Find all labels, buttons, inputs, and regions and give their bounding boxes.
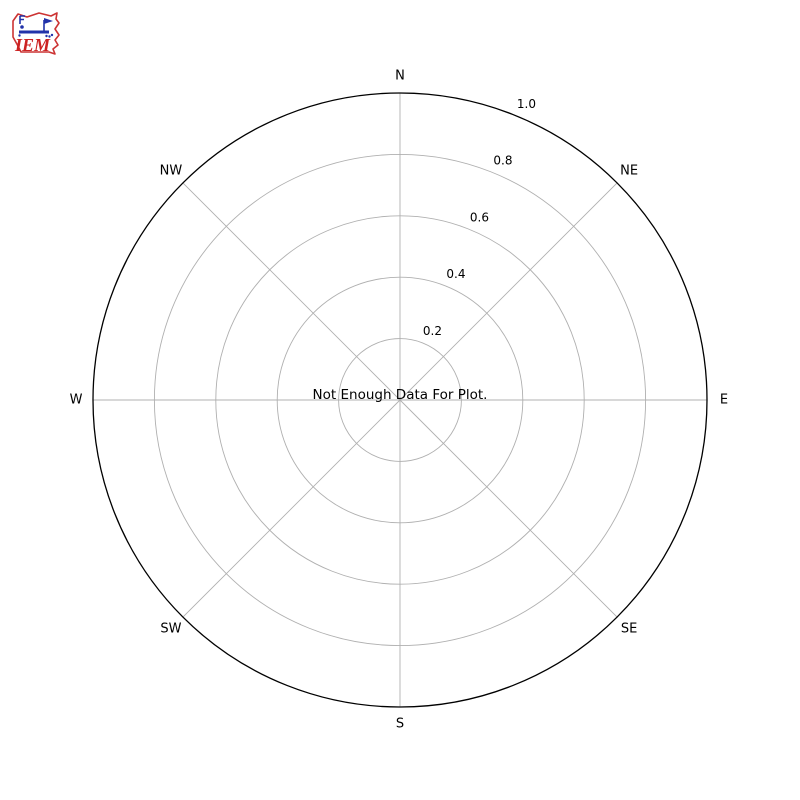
iem-logo: IEM xyxy=(12,12,60,55)
logo-text: IEM xyxy=(14,35,51,55)
direction-label-nw: NW xyxy=(160,163,183,178)
spoke-ne xyxy=(399,182,618,401)
grid-circle xyxy=(338,338,462,462)
grid-circle xyxy=(215,215,585,585)
weather-instrument-icon xyxy=(18,15,54,38)
direction-label-s: S xyxy=(396,717,404,732)
direction-label-n: N xyxy=(395,69,405,84)
spoke-se xyxy=(399,399,618,618)
outer-circle xyxy=(92,92,708,708)
radial-tick-label: 0.4 xyxy=(446,267,465,281)
radial-tick-label: 1.0 xyxy=(517,97,536,111)
direction-label-se: SE xyxy=(621,622,637,637)
grid-circle xyxy=(153,153,647,647)
radial-tick-label: 0.8 xyxy=(493,154,512,168)
direction-label-sw: SW xyxy=(160,622,181,637)
no-data-message: Not Enough Data For Plot. xyxy=(312,387,488,403)
radial-tick-label: 0.2 xyxy=(423,324,442,338)
iowa-outline-icon xyxy=(12,12,60,55)
radial-tick-label: 0.6 xyxy=(470,210,489,224)
spoke-sw xyxy=(182,399,401,618)
spoke-nw xyxy=(182,182,401,401)
direction-label-ne: NE xyxy=(620,163,638,178)
grid-circle xyxy=(276,276,524,524)
direction-label-w: W xyxy=(70,393,83,408)
direction-label-e: E xyxy=(720,393,728,408)
